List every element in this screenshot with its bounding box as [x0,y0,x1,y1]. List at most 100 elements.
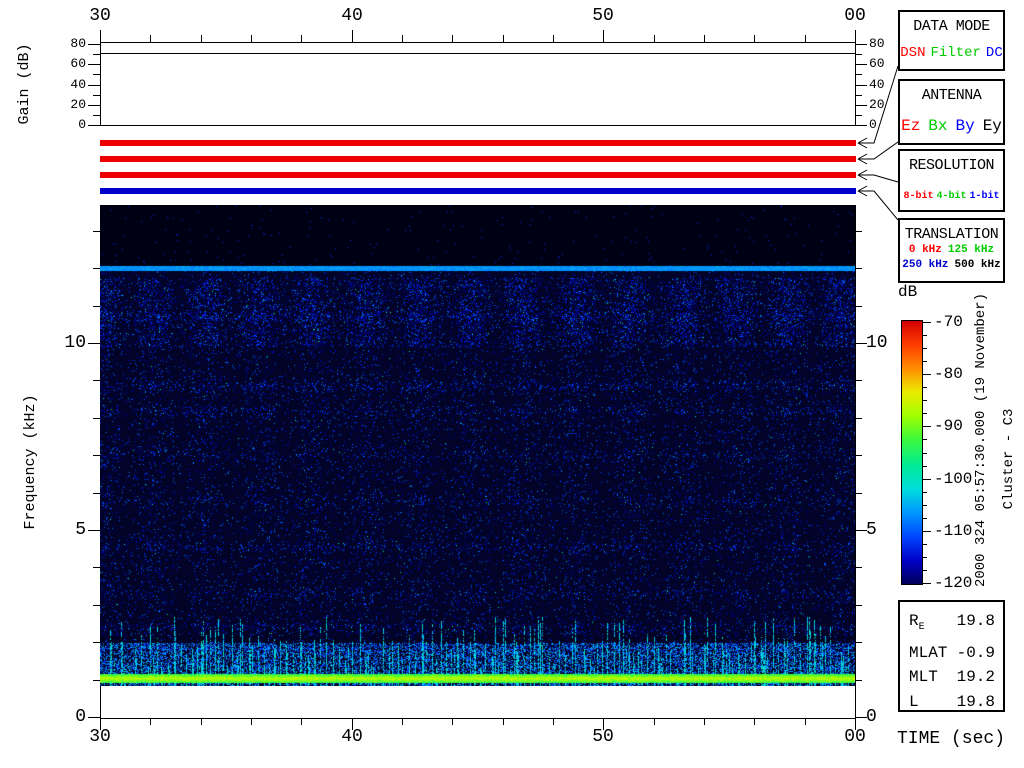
colorbar-tick [922,466,927,467]
colorbar-tick [922,374,931,375]
top-time-tick [100,30,101,42]
bottom-time-tick [452,718,453,725]
top-time-tick [855,30,856,42]
bottom-time-tick [855,718,856,730]
freq-tick [93,306,100,307]
bottom-time-tick [503,718,504,725]
top-time-tick-label: 00 [844,6,866,26]
legend-item-8-bit: 8-bit [903,191,934,202]
top-time-tick [503,35,504,42]
top-time-tick [704,35,705,42]
legend-box-antenna: ANTENNA Ez Bx By Ey [898,79,1005,145]
freq-tick [855,418,862,419]
spectrogram-right-axis [855,205,856,719]
top-time-tick [654,35,655,42]
freq-tick [855,455,862,456]
gain-tick-label: 0 [78,117,86,132]
freq-tick [855,567,862,568]
param-value: 19.8 [956,692,995,711]
bottom-time-tick [704,718,705,725]
bottom-time-tick [201,718,202,725]
freq-tick-label: 10 [866,333,888,353]
gain-tick-label: 20 [70,97,86,112]
freq-tick [855,493,862,494]
freq-tick [855,605,862,606]
colorbar-tick [922,426,931,427]
table-row-l: L 19.8 [900,690,1003,715]
legend-item-bx: Bx [928,117,948,135]
legend-item-4-bit: 4-bit [936,191,967,202]
legend-item-500-khz: 500 kHz [954,259,1001,271]
top-time-tick [201,35,202,42]
gain-tick [88,85,100,86]
bottom-time-tick-label: 40 [341,727,363,747]
freq-tick-label: 5 [866,520,877,540]
top-time-tick [754,35,755,42]
freq-tick [88,530,100,531]
top-time-tick [352,30,353,42]
top-time-tick-label: 40 [341,6,363,26]
legend-item-dc: DC [985,45,1003,61]
gain-panel-bottom-axis [100,125,856,126]
table-row-mlat: MLAT -0.9 [900,641,1003,666]
gain-tick [855,54,862,55]
freq-tick [93,380,100,381]
colorbar-tick [922,361,927,362]
colorbar-tick [922,387,927,388]
colorbar-title: dB [898,283,918,301]
legend-box-title: DATA MODE [913,18,990,35]
gain-tick [855,115,862,116]
colorbar-tick [922,322,931,323]
gain-tick [855,95,862,96]
colorbar-tick [922,492,927,493]
bottom-time-tick [603,718,604,730]
colorbar-tick-label: -110 [934,522,973,540]
gain-tick [93,74,100,75]
gain-tick [855,64,867,65]
top-time-axis-line [100,42,856,43]
freq-tick [88,717,100,718]
colorbar-tick [922,583,931,584]
bottom-time-tick [100,718,101,730]
top-time-tick [402,35,403,42]
freq-tick [93,231,100,232]
gain-tick-label: 0 [869,117,877,132]
resolution-bar [100,172,856,178]
colorbar-tick-label: -120 [934,574,973,592]
gain-tick-label: 20 [869,97,885,112]
legend-item-by: By [955,117,975,135]
freq-tick-label: 0 [866,707,877,727]
bottom-time-tick-label: 00 [844,727,866,747]
colorbar-tick [922,544,927,545]
freq-tick [93,567,100,568]
top-time-tick-label: 30 [89,6,111,26]
legend-box-title: TRANSLATION [904,226,999,243]
translation-bar [100,188,856,194]
freq-tick-label: 0 [75,707,86,727]
gain-tick-label: 60 [869,56,885,71]
colorbar-tick [922,453,927,454]
gain-tick [88,125,100,126]
colorbar-tick [922,400,927,401]
param-label: L [909,692,919,711]
top-time-tick [251,35,252,42]
freq-tick [855,717,867,718]
colorbar-tick [922,335,927,336]
orbit-parameters-table: RE 19.8 MLAT -0.9 MLT 19.2 L 19.8 [898,600,1005,712]
freq-tick [855,343,867,344]
bottom-time-tick [251,718,252,725]
param-label: MLT [909,668,938,687]
freq-tick [855,380,862,381]
gain-tick-label: 80 [869,36,885,51]
legend-item-ey: Ey [982,117,1002,135]
freq-tick [93,268,100,269]
colorbar-tick-label: -100 [934,470,973,488]
table-row-r: RE 19.8 [900,609,1003,641]
param-value: 19.2 [956,668,995,687]
legend-box-translation: TRANSLATION 0 kHz 125 kHz 250 kHz 500 kHz [898,218,1005,283]
bottom-time-tick [805,718,806,725]
top-time-tick [150,35,151,42]
param-value: -0.9 [956,643,995,662]
